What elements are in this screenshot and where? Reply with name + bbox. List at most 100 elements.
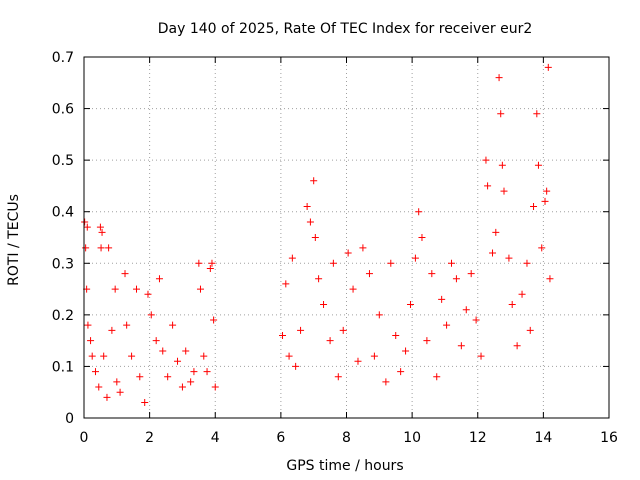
data-point	[208, 259, 216, 267]
data-point	[538, 244, 546, 252]
data-point	[279, 331, 287, 339]
x-tick-label: 0	[80, 430, 89, 446]
data-point	[349, 285, 357, 293]
data-point	[82, 244, 90, 252]
data-point	[103, 393, 111, 401]
x-tick-label: 4	[211, 430, 220, 446]
chart-title: Day 140 of 2025, Rate Of TEC Index for r…	[158, 21, 533, 37]
data-point	[113, 378, 121, 386]
data-point	[443, 321, 451, 329]
data-point	[467, 270, 475, 278]
data-point	[495, 74, 503, 82]
data-point	[518, 290, 526, 298]
data-point	[500, 187, 508, 195]
y-tick-label: 0	[65, 411, 74, 427]
data-point	[505, 254, 513, 262]
data-point	[498, 161, 506, 169]
data-point	[105, 244, 113, 252]
data-point	[457, 342, 465, 350]
x-tick-label: 6	[276, 430, 285, 446]
data-point	[533, 110, 541, 118]
data-point	[418, 234, 426, 241]
data-point	[111, 285, 119, 293]
data-point	[98, 228, 106, 236]
data-point	[196, 285, 204, 293]
data-point	[203, 368, 211, 376]
data-point	[546, 275, 554, 283]
grid-layer	[84, 57, 609, 418]
data-point	[462, 306, 470, 314]
x-axis: 0 2 4 6 8 10 12 14 16	[80, 57, 618, 446]
data-point	[123, 321, 131, 329]
data-point	[310, 177, 318, 185]
data-point	[169, 321, 177, 329]
data-point	[288, 254, 296, 262]
data-point	[147, 311, 155, 319]
data-point	[472, 316, 480, 324]
data-point	[402, 347, 410, 355]
data-point	[178, 383, 186, 391]
data-point	[365, 270, 373, 278]
data-point	[97, 244, 105, 252]
data-point	[452, 275, 460, 283]
data-point	[206, 264, 214, 272]
data-point	[152, 337, 160, 345]
x-tick-label: 12	[469, 430, 487, 446]
data-point	[100, 352, 108, 360]
data-point	[359, 244, 367, 252]
data-point	[190, 368, 198, 376]
data-point	[534, 161, 542, 169]
data-point	[95, 383, 103, 391]
data-point	[433, 373, 441, 381]
data-point	[406, 301, 414, 309]
data-point	[174, 357, 182, 365]
data-point	[159, 347, 167, 355]
x-tick-label: 8	[342, 430, 351, 446]
data-point	[339, 326, 347, 334]
data-point	[484, 182, 492, 190]
x-tick-label: 10	[403, 430, 421, 446]
data-point	[382, 378, 390, 386]
data-point	[334, 373, 342, 381]
data-point	[544, 63, 552, 71]
data-point	[448, 259, 455, 267]
data-point	[411, 254, 419, 262]
data-point	[195, 259, 203, 267]
data-point	[423, 337, 431, 345]
data-point	[144, 290, 152, 298]
y-axis: 0 0.1 0.2 0.3 0.4 0.5 0.6 0.7	[52, 50, 609, 427]
y-tick-label: 0.7	[52, 50, 74, 66]
series-eur2	[81, 63, 554, 407]
data-point	[133, 285, 140, 293]
y-tick-label: 0.1	[52, 359, 74, 375]
data-point	[155, 275, 163, 283]
data-point	[428, 270, 436, 278]
data-point	[297, 326, 305, 334]
data-point	[200, 352, 208, 360]
x-tick-label: 14	[534, 430, 552, 446]
data-point	[285, 352, 293, 360]
data-point	[387, 259, 395, 267]
data-points	[81, 63, 554, 407]
y-tick-label: 0.2	[52, 308, 74, 324]
data-point	[96, 223, 104, 231]
y-axis-label: ROTI / TECUs	[6, 194, 22, 286]
data-point	[141, 399, 149, 407]
data-point	[108, 326, 116, 334]
data-point	[121, 270, 129, 278]
y-tick-label: 0.5	[52, 153, 74, 169]
data-point	[526, 326, 534, 334]
data-point	[306, 218, 314, 226]
data-point	[116, 388, 124, 396]
data-point	[513, 342, 521, 350]
data-point	[497, 110, 505, 118]
data-point	[530, 203, 538, 211]
data-point	[489, 249, 497, 257]
data-point	[303, 203, 311, 211]
y-tick-label: 0.6	[52, 102, 74, 118]
data-point	[543, 187, 551, 195]
data-point	[91, 368, 99, 376]
data-point	[88, 352, 96, 360]
y-tick-label: 0.4	[52, 205, 74, 221]
